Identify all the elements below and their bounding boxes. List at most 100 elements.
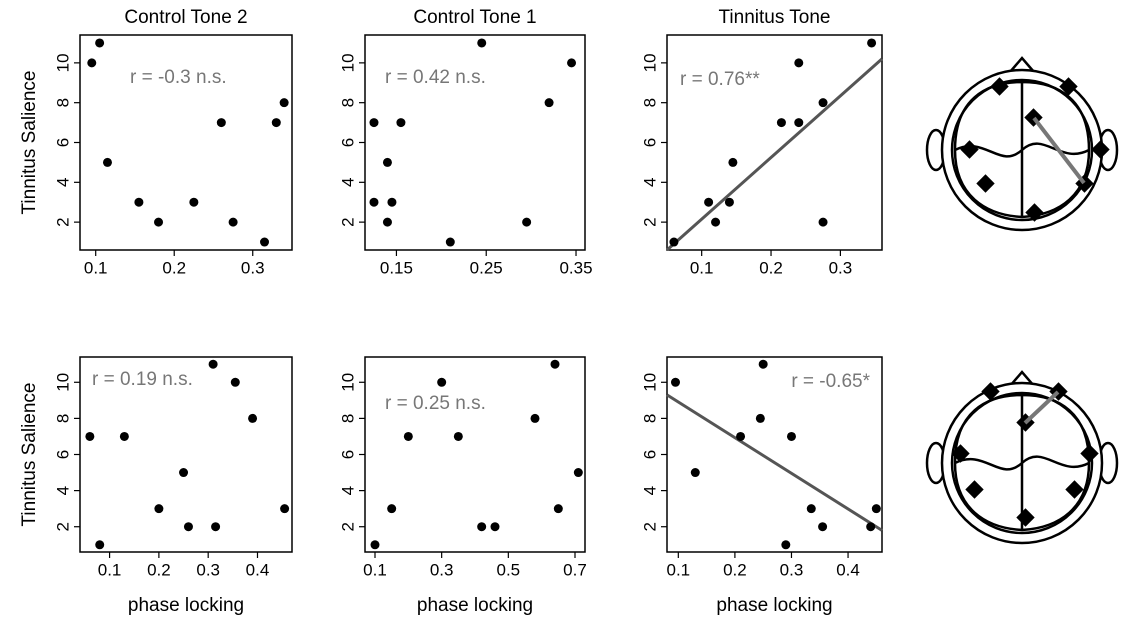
x-tick-label: 0.3 [241, 258, 265, 277]
nose [1009, 56, 1035, 73]
fit-line [666, 393, 883, 532]
y-tick-label: 10 [53, 53, 72, 72]
point [794, 118, 804, 128]
y-tick-label: 10 [53, 373, 72, 392]
y-tick-label: 10 [338, 373, 357, 392]
point [818, 522, 828, 532]
x-tick-label: 0.7 [563, 560, 587, 579]
y-tick-label: 8 [640, 414, 659, 423]
point [690, 468, 700, 478]
annotation: r = 0.42 n.s. [385, 67, 486, 88]
x-tick-label: 0.1 [98, 560, 122, 579]
y-tick-label: 2 [338, 217, 357, 226]
y-tick-label: 2 [640, 217, 659, 226]
point [867, 38, 877, 48]
y-tick-label: 8 [640, 98, 659, 107]
point [818, 217, 828, 227]
head-diagram-top [925, 56, 1119, 232]
x-tick-label: 0.4 [836, 560, 860, 579]
point [230, 377, 240, 387]
point [544, 98, 554, 108]
point [387, 504, 397, 514]
point [102, 157, 112, 167]
point [781, 540, 791, 550]
point [403, 431, 413, 441]
x-tick-label: 0.1 [690, 258, 714, 277]
y-tick-label: 4 [53, 178, 72, 187]
point [776, 118, 786, 128]
x-tick-label: 0.25 [470, 258, 503, 277]
head-diagram-bottom [925, 370, 1119, 545]
x-tick-label: 0.3 [430, 560, 454, 579]
x-tick-label: 0.1 [363, 560, 387, 579]
x-tick-label: 0.5 [497, 560, 521, 579]
point [271, 118, 281, 128]
point [704, 197, 714, 207]
point [728, 157, 738, 167]
point [669, 237, 679, 247]
brain-outline [953, 80, 1091, 219]
point [758, 359, 768, 369]
y-tick-label: 6 [338, 450, 357, 459]
electrodes [960, 77, 1110, 222]
plot-frame [364, 356, 586, 553]
point [553, 504, 563, 514]
y-tick-label: 2 [640, 522, 659, 531]
point [228, 217, 238, 227]
point [369, 118, 379, 128]
y-axis-label: Tinnitus Salience [19, 71, 40, 215]
plot-frame [666, 34, 883, 251]
point [573, 468, 583, 478]
annotation: r = -0.3 n.s. [130, 67, 227, 88]
y-tick-label: 10 [640, 53, 659, 72]
point [477, 38, 487, 48]
x-tick-label: 0.4 [246, 560, 270, 579]
point [437, 377, 447, 387]
point [95, 540, 105, 550]
y-tick-label: 8 [53, 414, 72, 423]
connection [1023, 390, 1060, 425]
point [370, 540, 380, 550]
panel-title: Tinnitus Tone [719, 7, 831, 28]
y-tick-label: 6 [640, 450, 659, 459]
panel-title: Control Tone 1 [413, 7, 536, 28]
y-tick-label: 10 [338, 53, 357, 72]
y-tick-label: 6 [640, 138, 659, 147]
x-tick-label: 0.3 [780, 560, 804, 579]
y-tick-label: 4 [338, 486, 357, 495]
y-tick-label: 4 [640, 486, 659, 495]
point [260, 237, 270, 247]
y-tick-label: 2 [53, 217, 72, 226]
y-tick-label: 2 [338, 522, 357, 531]
point [382, 157, 392, 167]
point [550, 359, 560, 369]
point [453, 431, 463, 441]
x-tick-label: 0.2 [759, 258, 783, 277]
y-tick-label: 6 [53, 450, 72, 459]
annotation: r = 0.19 n.s. [92, 369, 193, 390]
point [786, 431, 796, 441]
point [189, 197, 199, 207]
nose [1009, 370, 1035, 387]
point [755, 413, 765, 423]
point [216, 118, 226, 128]
point [87, 58, 97, 68]
x-tick-label: 0.1 [666, 560, 690, 579]
point [567, 58, 577, 68]
point [522, 217, 532, 227]
point [382, 217, 392, 227]
annotation: r = -0.65* [791, 371, 870, 392]
x-tick-label: 0.15 [380, 258, 413, 277]
x-tick-label: 0.35 [559, 258, 592, 277]
point [396, 118, 406, 128]
point [134, 197, 144, 207]
point [806, 504, 816, 514]
point [369, 197, 379, 207]
electrodes [951, 382, 1099, 527]
panel-title: Control Tone 2 [124, 7, 247, 28]
y-tick-label: 4 [640, 178, 659, 187]
point [724, 197, 734, 207]
y-tick-label: 6 [53, 138, 72, 147]
x-tick-label: 0.1 [84, 258, 108, 277]
